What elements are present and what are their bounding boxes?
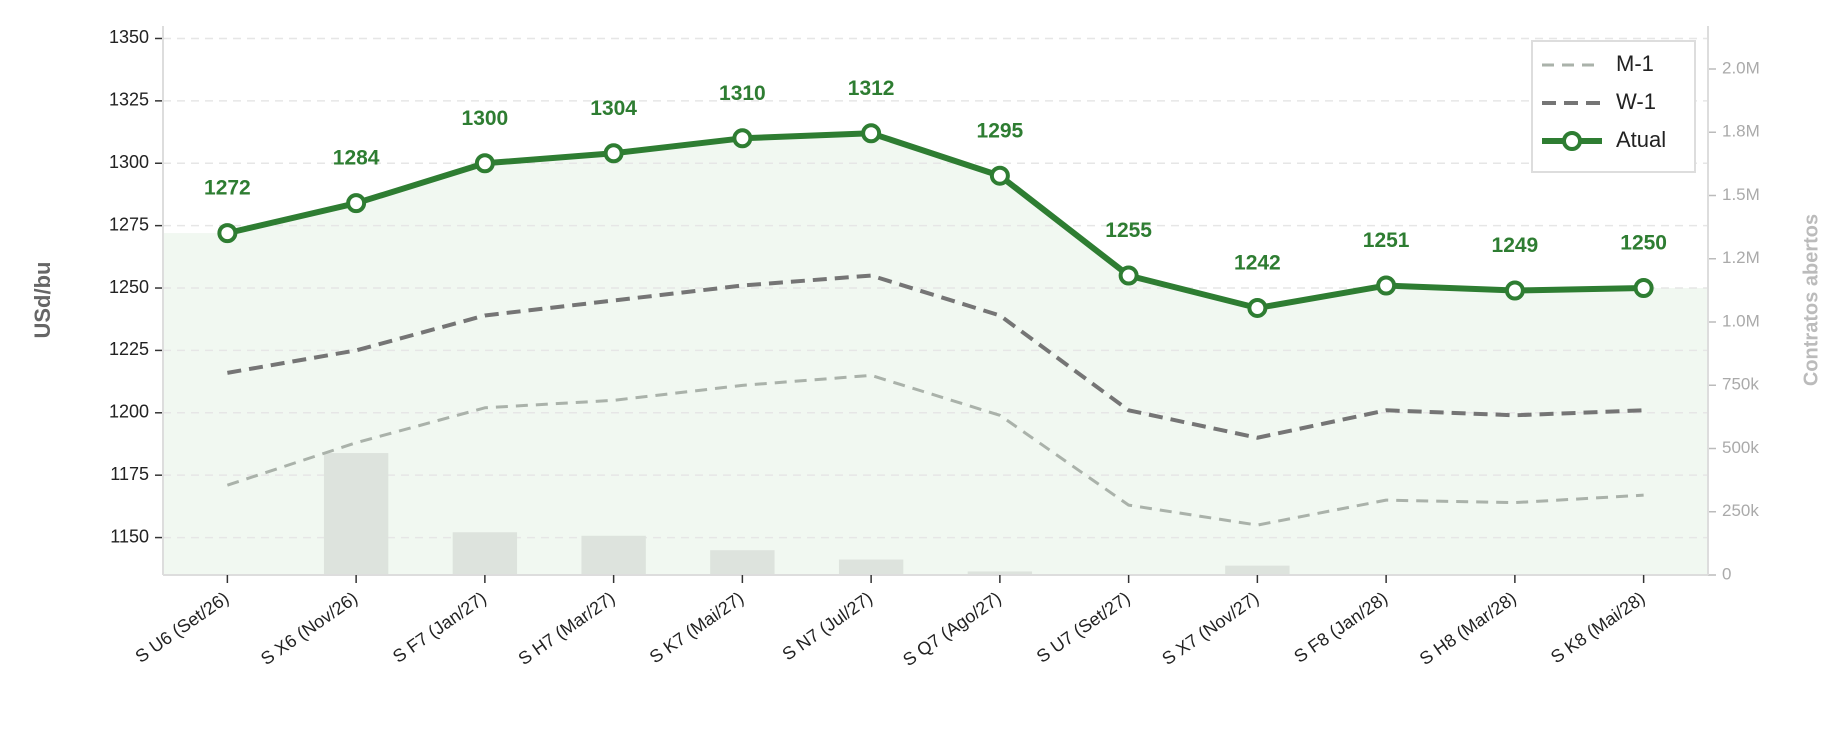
area: [163, 133, 1708, 575]
x-tick-label: S X6 (Nov/26): [257, 588, 361, 669]
x-tick-label: S N7 (Jul/27): [779, 588, 877, 665]
y2-axis-label: Contratos abertos: [1800, 214, 1822, 386]
line-2: [226, 130, 1644, 311]
marker: [1376, 275, 1397, 296]
bar: [452, 532, 518, 575]
legend-label: M-1: [1616, 51, 1654, 76]
y2-tick-label: 1.0M: [1722, 311, 1760, 330]
bar: [581, 535, 646, 575]
x-tick-label: S H8 (Mar/28): [1416, 588, 1520, 669]
y2-tick-label: 500k: [1722, 438, 1759, 457]
marker: [861, 123, 882, 144]
data-label: 1304: [590, 97, 637, 120]
marker: [1247, 297, 1268, 318]
x-tick-label: S U6 (Set/26): [132, 588, 233, 667]
y2-tick-label: 250k: [1722, 501, 1759, 520]
x-tick-label: S X7 (Nov/27): [1158, 588, 1262, 669]
y2-tick-label: 750k: [1722, 375, 1759, 394]
marker: [1118, 265, 1139, 286]
marker: [1633, 278, 1654, 299]
y-tick-label: 1275: [109, 214, 149, 234]
marker: [989, 165, 1010, 186]
data-label: 1242: [1234, 252, 1281, 275]
data-label: 1312: [848, 77, 895, 100]
legend-marker: [1562, 131, 1582, 151]
x-tick-label: S Q7 (Ago/27): [899, 588, 1005, 670]
bar: [710, 550, 775, 575]
y-tick-label: 1200: [109, 402, 149, 422]
marker: [1504, 280, 1525, 301]
x-tick-label: S K7 (Mai/27): [646, 588, 748, 668]
data-label: 1300: [462, 107, 509, 130]
line-0: [226, 373, 1644, 527]
y2-tick-label: 1.5M: [1722, 185, 1760, 204]
x-tick-label: S F8 (Jan/28): [1290, 588, 1391, 667]
data-label: 1250: [1620, 232, 1667, 255]
bar: [838, 559, 904, 575]
marker: [603, 143, 624, 164]
marker: [346, 193, 367, 214]
legend-label: Atual: [1616, 127, 1666, 152]
x-tick-label: S U7 (Set/27): [1033, 588, 1134, 667]
y2-tick-label: 1.8M: [1722, 122, 1760, 141]
y-tick-label: 1325: [109, 90, 149, 110]
data-label: 1310: [719, 82, 766, 105]
marker: [732, 128, 753, 149]
y-tick-label: 1300: [109, 152, 149, 172]
y-tick-label: 1350: [109, 27, 149, 47]
y2-tick-label: 2.0M: [1722, 58, 1760, 77]
y-tick-label: 1225: [109, 339, 149, 359]
data-label: 1284: [333, 147, 380, 170]
bar: [967, 571, 1033, 575]
marker: [217, 223, 238, 244]
marker: [474, 153, 495, 174]
y2-tick-label: 0: [1722, 564, 1731, 583]
data-label: 1249: [1492, 234, 1539, 257]
y-tick-label: 1150: [110, 526, 149, 546]
x-tick-label: S H7 (Mar/27): [515, 588, 619, 669]
y2-tick-label: 1.2M: [1722, 248, 1760, 267]
data-label: 1272: [204, 177, 251, 200]
x-tick-label: S K8 (Mai/28): [1547, 588, 1649, 668]
bar: [323, 453, 389, 575]
data-label: 1255: [1105, 219, 1152, 242]
legend-label: W-1: [1616, 89, 1656, 114]
bar: [1225, 565, 1290, 575]
y-axis-label: USd/bu: [30, 262, 55, 339]
data-label: 1295: [977, 119, 1024, 142]
y-tick-label: 1250: [109, 277, 149, 297]
y-tick-label: 1175: [110, 464, 149, 484]
data-label: 1251: [1363, 229, 1410, 252]
x-tick-label: S F7 (Jan/27): [389, 588, 490, 667]
legend-box: [1531, 40, 1696, 173]
